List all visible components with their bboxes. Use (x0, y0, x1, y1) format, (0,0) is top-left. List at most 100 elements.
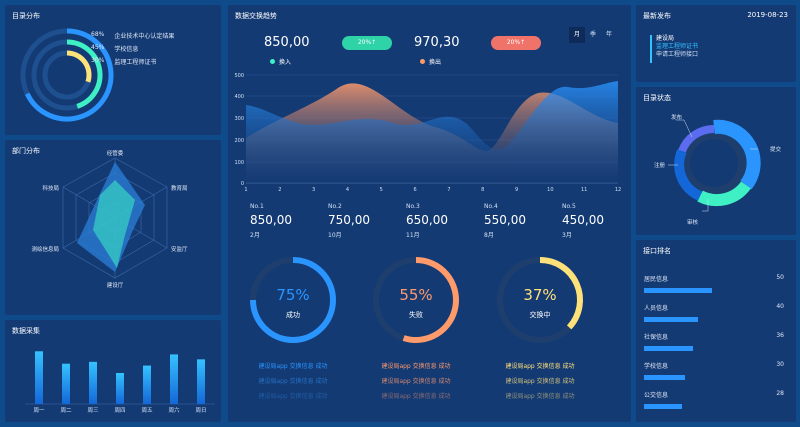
x-tick-3: 4 (346, 187, 349, 193)
gauge-success-log: 建设局app 交换信息 成功 建设局app 交换信息 成功 建设局app 交换信… (258, 363, 328, 400)
api-value: 40 (776, 303, 784, 310)
radar-label-2: 安监厅 (171, 245, 188, 253)
x-tick-5: 6 (413, 187, 416, 193)
api-bar (644, 346, 693, 351)
out-legend: 换出 (420, 57, 441, 66)
status-donut: 发布 提交 审核 注册 (654, 113, 782, 226)
in-value: 850,00 (264, 35, 310, 50)
status-label-register: 注册 (654, 161, 666, 169)
dept-panel: 部门分布 经管委 教育局 安监厅 建设厅 测绘信息局 科技局 (5, 140, 221, 315)
period-month[interactable]: 月 (569, 27, 585, 43)
gauge-pending: 37% 交换中 (523, 286, 557, 319)
rank-2: No.2 750,00 10月 (328, 203, 370, 239)
catalog-ring-3 (66, 50, 92, 83)
collect-panel: 数据采集 周一 周二 周三 周四 周五 周六 周日 (5, 320, 221, 422)
api-title: 接口排名 (643, 247, 671, 255)
gauge-pending-log: 建设局app 交换信息 成功 建设局app 交换信息 成功 建设局app 交换信… (505, 363, 575, 400)
catalog-ring-1 (24, 28, 114, 122)
collect-day-1: 周二 (60, 407, 72, 414)
gauge-arc-pending (539, 257, 583, 330)
rank-5: No.5 450,00 3月 (562, 203, 604, 239)
api-name: 学校信息 (644, 363, 669, 370)
gauge-arc-success (250, 257, 336, 343)
catalog-legend-2: 45% 学校信息 (91, 44, 139, 53)
collect-day-5: 周六 (168, 406, 180, 414)
api-value: 36 (776, 332, 784, 339)
api-name: 社保信息 (644, 334, 669, 341)
gauge-fail: 55% 失败 (399, 286, 433, 319)
catalog-panel: 目录分布 68% 企业技术中心认定结果 45% 学校信息 30% 监理工程师证书 (5, 5, 221, 135)
gauge-arc-fail (402, 257, 459, 343)
y-tick-3: 300 (234, 116, 244, 122)
in-legend-dot (270, 59, 275, 64)
api-row-2[interactable]: 社保信息 36 (644, 332, 784, 351)
latest-title: 最新发布 (643, 12, 671, 20)
api-row-4[interactable]: 公交信息 28 (644, 390, 784, 409)
api-row-3[interactable]: 学校信息 30 (644, 361, 784, 380)
trend-panel: 数据交换趋势 850,00 20%↑ 970,30 20%↑ 换入 换出 月 季… (228, 5, 631, 422)
radar-label-3: 建设厅 (107, 281, 124, 289)
radar-label-4: 测绘信息局 (31, 245, 59, 253)
latest-content[interactable]: 建设局 监理工程师证书 申请工程师接口 (656, 35, 699, 58)
api-name: 人员信息 (644, 305, 669, 312)
status-label-submit: 提交 (770, 145, 782, 153)
radar-label-5: 科技局 (42, 184, 59, 192)
status-label-review: 审核 (687, 218, 699, 226)
api-row-0[interactable]: 居民信息 50 (644, 274, 784, 293)
collect-day-0: 周一 (33, 407, 45, 414)
catalog-title: 目录分布 (12, 12, 40, 20)
collect-day-2: 周三 (87, 407, 99, 414)
period-toggle: 月 季 年 (569, 27, 617, 43)
api-value: 30 (776, 361, 784, 368)
y-tick-4: 400 (234, 94, 244, 100)
out-value: 970,30 (414, 35, 460, 50)
x-tick-2: 3 (312, 187, 315, 193)
catalog-rings (20, 28, 114, 122)
collect-day-6: 周日 (195, 407, 206, 414)
trend-area-chart: 0 100 200 300 400 500 1 2 3 4 5 6 7 8 9 10 11 12 (234, 73, 621, 193)
latest-panel: 最新发布 2019-08-23 建设局 监理工程师证书 申请工程师接口 (636, 5, 796, 82)
collect-bar-4 (143, 365, 151, 404)
api-bar (644, 404, 683, 409)
x-tick-1: 2 (278, 187, 281, 193)
api-panel: 接口排名 居民信息 50 人员信息 40 社保信息 36 学校信息 30 公交信息 28 (636, 240, 796, 422)
status-label-publish: 发布 (671, 113, 683, 121)
gauge-success: 75% 成功 (276, 286, 310, 319)
catalog-legend-3: 30% 监理工程师证书 (91, 57, 157, 66)
collect-bar-6 (197, 359, 205, 404)
out-change-pill: 20%↑ (491, 36, 541, 50)
in-legend: 换入 (270, 57, 291, 66)
latest-marker (650, 35, 652, 63)
gauge-fail-log: 建设局app 交换信息 成功 建设局app 交换信息 成功 建设局app 交换信… (381, 363, 451, 400)
collect-bar-5 (170, 354, 178, 404)
collect-day-4: 周五 (141, 407, 153, 414)
api-name: 居民信息 (644, 276, 669, 283)
y-tick-5: 500 (234, 73, 244, 79)
x-tick-9: 10 (547, 187, 553, 193)
x-tick-4: 5 (380, 187, 383, 193)
api-row-1[interactable]: 人员信息 40 (644, 303, 784, 322)
in-change-pill: 20%↑ (342, 36, 392, 50)
rank-1: No.1 850,00 2月 (250, 203, 292, 239)
collect-bar-0 (35, 351, 43, 404)
catalog-legend-1: 68% 企业技术中心认定结果 (91, 31, 175, 40)
radar-label-1: 教育局 (171, 184, 188, 192)
x-tick-8: 9 (515, 187, 518, 193)
gauges (250, 257, 583, 343)
rank-3: No.3 650,00 11月 (406, 203, 448, 239)
x-tick-0: 1 (244, 187, 247, 193)
x-tick-10: 11 (581, 187, 587, 193)
collect-bar-2 (89, 361, 97, 404)
trend-title: 数据交换趋势 (235, 12, 277, 20)
api-bar (644, 375, 685, 380)
api-bar (644, 317, 699, 322)
period-year[interactable]: 年 (605, 31, 612, 38)
x-tick-6: 7 (447, 187, 450, 193)
period-quarter[interactable]: 季 (589, 31, 596, 38)
y-tick-0: 0 (241, 181, 244, 187)
rank-4: No.4 550,00 8月 (484, 203, 526, 239)
latest-date: 2019-08-23 (747, 11, 788, 19)
dept-radar: 经管委 教育局 安监厅 建设厅 测绘信息局 科技局 (31, 149, 188, 289)
collect-bar-1 (62, 363, 70, 404)
radar-label-0: 经管委 (107, 149, 124, 157)
